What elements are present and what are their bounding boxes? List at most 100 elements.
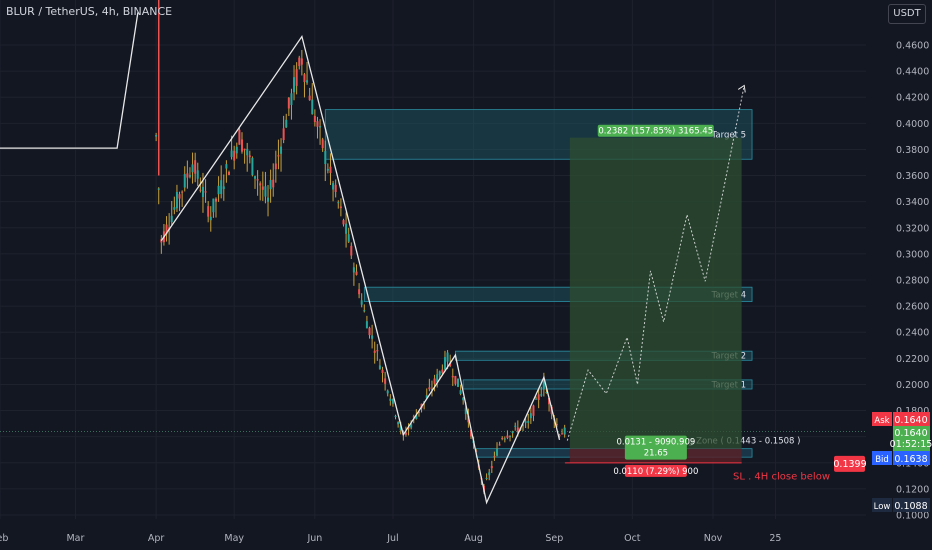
candle-body	[332, 183, 335, 190]
candle-body	[503, 438, 506, 440]
candle-body	[321, 139, 324, 149]
candle-body	[173, 207, 176, 210]
y-tick-label: 0.3400	[896, 197, 929, 208]
ask-price-value-text: 0.1640	[894, 415, 927, 426]
candle-body	[386, 390, 389, 394]
ask-price-tag-text: Ask	[874, 416, 889, 426]
candle-body	[558, 434, 561, 437]
candle-body	[225, 164, 228, 169]
candle-body	[394, 415, 397, 417]
candle-body	[233, 150, 236, 161]
candle-body	[274, 163, 277, 170]
low-price: Low 0.1088	[872, 498, 930, 512]
last-price: 0.1640	[894, 428, 927, 439]
candle-body	[378, 365, 381, 370]
candle-body	[412, 416, 415, 418]
candle-body	[194, 160, 197, 174]
candle-body	[293, 77, 296, 93]
candle-body	[496, 449, 499, 456]
candles	[155, 0, 566, 495]
candle-body	[222, 186, 225, 190]
low-price-tag-text: Low	[874, 502, 891, 512]
candle-body	[527, 421, 530, 423]
last-price-box	[893, 426, 930, 451]
candle-body	[308, 95, 311, 101]
candle-body	[306, 80, 309, 83]
candle-body	[358, 289, 361, 295]
y-tick-label: 0.4600	[896, 41, 929, 52]
candle-body	[155, 134, 158, 137]
bid-price-tag	[872, 451, 892, 465]
chart-labels: 0.2382 (157.85%) 3165.45 0.0131 - 9090.90…	[597, 124, 867, 483]
candle-body	[277, 155, 280, 157]
candle-body	[462, 397, 465, 401]
candle-body	[540, 394, 543, 396]
candle-body	[339, 206, 342, 209]
candle-body	[285, 119, 288, 128]
candle-body	[246, 148, 249, 156]
candle-body	[227, 172, 230, 175]
candle-body	[516, 427, 519, 433]
candle-body	[498, 444, 501, 446]
candle-body	[282, 128, 285, 141]
candle-body	[365, 321, 368, 329]
candle-body	[178, 194, 181, 199]
candle-body	[217, 185, 220, 195]
candle-body	[509, 435, 512, 437]
candle-body	[425, 395, 428, 399]
candle-body	[238, 129, 241, 145]
candle-body	[207, 206, 210, 217]
candle-body	[251, 157, 254, 176]
candle-body	[212, 198, 215, 213]
candle-body	[381, 369, 384, 373]
low-price-tag	[872, 498, 892, 512]
candle-body	[259, 183, 262, 186]
bid-price: Bid 0.1638	[872, 451, 930, 465]
ask-price-value	[893, 412, 930, 426]
candle-body	[196, 170, 199, 179]
candle-body	[456, 378, 459, 387]
candle-body	[191, 164, 194, 173]
candle-body	[248, 155, 251, 158]
candle-body	[241, 139, 244, 152]
y-tick-label: 0.4200	[896, 93, 929, 104]
ask-price: Ask 0.1640	[872, 412, 930, 426]
x-tick-label: Oct	[624, 533, 641, 544]
candle-body	[345, 223, 348, 234]
candle-body	[199, 189, 202, 191]
y-tick-label: 0.2400	[896, 328, 929, 339]
candle-body	[542, 380, 545, 389]
zone-label: Target 5	[711, 130, 746, 140]
candle-body	[389, 398, 392, 401]
loss-label-box	[624, 464, 687, 477]
stop-note: SL . 4H close below	[733, 472, 830, 483]
candle-body	[376, 350, 379, 352]
candle-body	[501, 437, 504, 440]
candle-body	[522, 424, 525, 426]
x-tick-label: Sep	[545, 533, 563, 544]
candle-body	[506, 435, 509, 438]
candle-body	[295, 69, 298, 86]
candle-body	[269, 180, 272, 190]
candle-body	[490, 466, 493, 469]
y-tick-label: 0.3800	[896, 145, 929, 156]
candle-body	[316, 121, 319, 127]
projection-line	[566, 85, 745, 441]
stop-price-box	[834, 455, 865, 472]
candle-body	[319, 126, 322, 128]
currency-button[interactable]: USDT	[888, 4, 926, 24]
candle-body	[243, 148, 246, 151]
candle-body	[352, 267, 355, 273]
y-tick-label: 0.3200	[896, 223, 929, 234]
pattern-line	[0, 12, 139, 149]
y-tick-label: 0.2600	[896, 302, 929, 313]
x-tick-label: Apr	[148, 533, 165, 544]
pattern-lines	[0, 12, 746, 505]
y-tick-label: 0.2200	[896, 354, 929, 365]
candle-body	[384, 378, 387, 384]
candle-body	[329, 166, 332, 174]
candle-body	[188, 174, 191, 177]
low-price-value	[893, 498, 930, 512]
candle-body	[311, 99, 314, 115]
